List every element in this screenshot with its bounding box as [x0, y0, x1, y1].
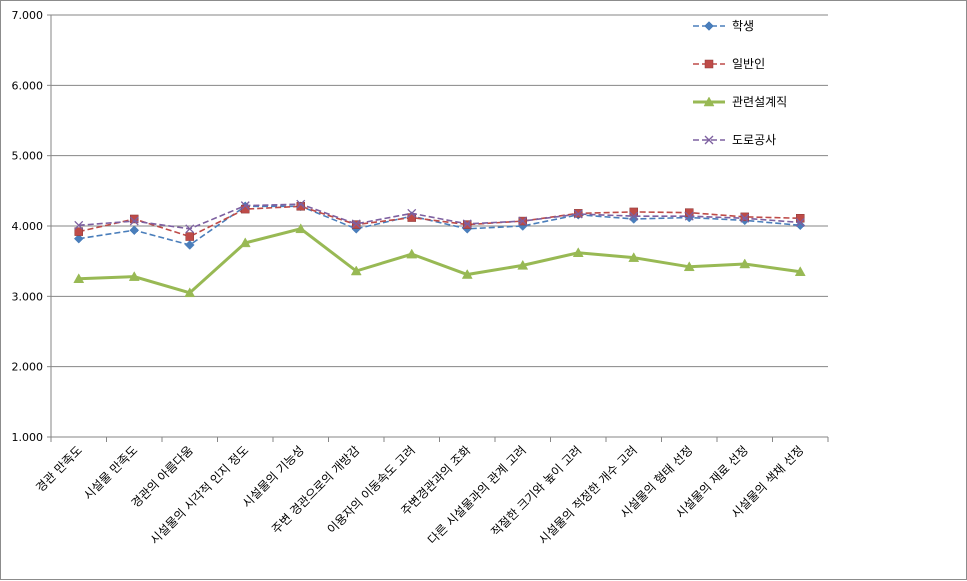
data-point-marker	[184, 287, 196, 298]
marker-stroke	[573, 209, 583, 219]
data-point-marker	[128, 271, 140, 281]
marker-stroke	[185, 224, 195, 234]
legend-item: 일반인	[693, 57, 765, 71]
series-4	[74, 199, 805, 234]
data-point-marker	[684, 211, 694, 221]
data-point-marker	[794, 266, 806, 276]
x-tick-label: 다른 시설물과의 관계 고려	[425, 443, 529, 547]
data-point-marker	[739, 258, 751, 269]
data-point-marker	[740, 213, 750, 223]
marker-stroke	[684, 211, 694, 221]
y-tick-label: 5.000	[12, 150, 44, 163]
series-line	[78, 203, 801, 230]
data-point-marker	[573, 209, 583, 219]
series-line	[78, 227, 801, 295]
data-point-marker	[74, 227, 83, 236]
legend-item: 학생	[693, 19, 754, 33]
y-axis-tick-labels: 1.000 2.000 3.000 4.000 5.000 6.000 7.000	[12, 9, 44, 444]
x-tick-label: 적절한 크기와 높이 고려	[488, 443, 584, 539]
series-line	[78, 205, 801, 238]
y-tick-label: 3.000	[12, 290, 44, 303]
marker-stroke	[351, 219, 361, 229]
marker-stroke	[240, 201, 250, 211]
data-point-marker	[628, 252, 640, 262]
data-point-marker	[629, 207, 638, 217]
legend-label: 학생	[732, 19, 754, 33]
data-point-marker	[295, 223, 307, 234]
legend-label: 도로공사	[732, 133, 776, 147]
data-point-marker	[350, 265, 362, 276]
data-point-marker	[351, 219, 361, 229]
marker-stroke	[795, 218, 805, 227]
data-point-marker	[518, 216, 528, 226]
data-point-marker	[73, 273, 85, 283]
data-point-marker	[683, 261, 695, 272]
y-tick-label: 1.000	[12, 431, 44, 444]
data-point-marker	[740, 212, 749, 222]
data-point-marker	[629, 211, 639, 221]
data-point-marker	[130, 214, 139, 224]
marker-stroke	[407, 208, 417, 218]
series-lines	[73, 199, 806, 298]
y-tick-label: 6.000	[12, 79, 44, 92]
data-point-marker	[704, 135, 714, 145]
gridlines	[51, 14, 828, 368]
marker-stroke	[518, 216, 528, 226]
data-point-marker	[296, 202, 305, 211]
marker-stroke	[462, 219, 472, 229]
y-tick-label: 2.000	[12, 361, 44, 374]
data-point-marker	[704, 21, 714, 31]
data-point-marker	[74, 220, 84, 230]
y-tick-label: 4.000	[12, 220, 44, 233]
legend-label: 일반인	[732, 57, 765, 71]
data-point-marker	[407, 208, 417, 218]
series-line	[78, 205, 801, 246]
data-point-marker	[462, 219, 472, 229]
data-point-marker	[703, 96, 715, 107]
data-point-marker	[73, 233, 84, 244]
data-point-marker	[704, 59, 714, 69]
axes	[47, 14, 829, 442]
y-tick-label: 7.000	[12, 9, 44, 22]
marker-stroke	[704, 135, 714, 145]
legend-item: 도로공사	[693, 133, 776, 147]
data-point-marker	[407, 213, 416, 222]
data-point-marker	[239, 237, 251, 248]
legend-label: 관련설계직	[732, 95, 787, 109]
data-point-marker	[572, 247, 584, 257]
x-tick-label: 경관 만족도	[33, 443, 85, 495]
marker-stroke	[296, 199, 306, 209]
legend-item: 관련설계직	[693, 95, 787, 109]
data-point-marker	[517, 259, 529, 270]
data-point-marker	[185, 224, 195, 234]
data-point-marker	[129, 225, 140, 236]
data-point-marker	[240, 201, 250, 211]
series-3	[73, 223, 806, 298]
x-tick-label: 시설물 만족도	[81, 443, 140, 502]
series-2	[74, 202, 805, 241]
data-point-marker	[184, 240, 195, 250]
marker-stroke	[74, 220, 84, 230]
x-tick-label: 시설물의 시각적 인지 정도	[148, 443, 252, 547]
data-point-marker	[461, 269, 473, 279]
marker-stroke	[629, 211, 639, 221]
data-point-marker	[185, 232, 194, 241]
marker-stroke	[740, 213, 750, 223]
data-point-marker	[296, 199, 306, 209]
data-point-marker	[406, 248, 418, 259]
data-point-marker	[796, 214, 805, 223]
data-point-marker	[795, 218, 805, 227]
data-point-marker	[129, 216, 139, 226]
x-tick-label: 시설물의 적정한 개수 고려	[536, 443, 640, 547]
marker-stroke	[129, 216, 139, 226]
